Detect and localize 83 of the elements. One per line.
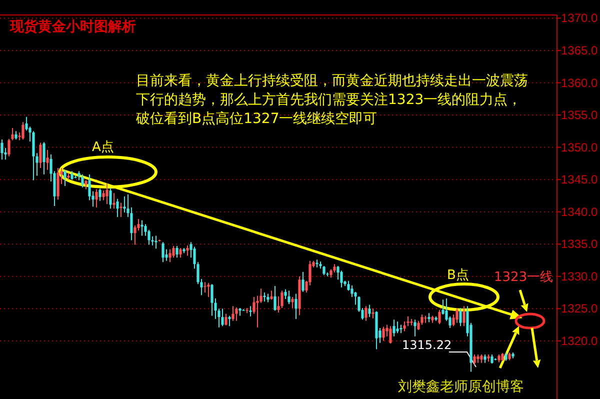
y-tick-label: 1365.0 bbox=[561, 43, 598, 58]
y-tick-label: 1355.0 bbox=[561, 108, 598, 122]
candlestick bbox=[172, 246, 175, 258]
y-tick-label: 1360.0 bbox=[561, 76, 598, 90]
y-tick-label: 1320.0 bbox=[561, 334, 598, 348]
chart-title: 现货黄金小时图解析 bbox=[9, 19, 136, 35]
candlestick bbox=[84, 180, 88, 190]
y-tick-label: 1340.0 bbox=[561, 204, 598, 219]
candlestick bbox=[224, 313, 228, 326]
candlestick bbox=[368, 304, 371, 318]
candlestick bbox=[270, 290, 273, 300]
candlestick bbox=[322, 266, 326, 276]
annotation: 1323一线 bbox=[494, 270, 554, 285]
candlestick bbox=[280, 290, 284, 308]
annotation: 目前来看，黄金上行持续受阻，而黄金近期也持续走出一波震荡下行的趋势，那么上方首先我们需要关注1323一线的阻力点，破位看到B点高位1327一线继续空即可 bbox=[136, 72, 529, 129]
candlestick bbox=[39, 142, 42, 168]
candlestick bbox=[462, 306, 466, 327]
annotation: 1315.22 bbox=[402, 338, 452, 352]
candlestick bbox=[249, 306, 252, 317]
candlestick bbox=[406, 316, 410, 327]
y-tick-label: 1345.0 bbox=[561, 172, 598, 187]
y-tick-label: 1325.0 bbox=[561, 302, 598, 316]
candlestick bbox=[176, 246, 178, 258]
y-tick-label: 1330.0 bbox=[561, 269, 598, 284]
candlestick bbox=[302, 271, 304, 292]
candlestick bbox=[56, 167, 60, 200]
candlestick bbox=[424, 315, 427, 324]
candlestick bbox=[364, 306, 368, 322]
candlestick bbox=[459, 308, 462, 327]
candlestick bbox=[95, 188, 98, 208]
candlestick bbox=[288, 290, 290, 305]
candlestick bbox=[81, 174, 84, 188]
annotation: B点 bbox=[447, 268, 469, 283]
candlestick bbox=[235, 306, 238, 322]
candlestick bbox=[389, 326, 392, 344]
candlestick bbox=[154, 235, 158, 250]
candlestick bbox=[46, 149, 49, 170]
candlestick bbox=[392, 319, 396, 337]
candlestick bbox=[382, 326, 385, 342]
y-tick-label: 1335.0 bbox=[561, 237, 598, 252]
candlestick bbox=[112, 192, 116, 210]
candlestick bbox=[428, 312, 430, 323]
candlestick bbox=[456, 308, 458, 324]
candlestick bbox=[291, 296, 294, 308]
candlestick bbox=[109, 187, 112, 210]
candlestick bbox=[8, 138, 10, 157]
candlestick bbox=[316, 259, 318, 268]
candlestick bbox=[64, 169, 66, 187]
candlestick bbox=[473, 354, 476, 366]
candlestick bbox=[116, 198, 119, 218]
annotation: A点 bbox=[92, 140, 114, 155]
candlestick bbox=[123, 196, 126, 213]
candlestick bbox=[11, 127, 14, 141]
candlestick bbox=[162, 242, 164, 263]
y-tick-label: 1350.0 bbox=[561, 140, 598, 154]
candlestick bbox=[263, 292, 266, 302]
candlestick bbox=[396, 321, 399, 334]
candlestick bbox=[168, 248, 172, 263]
candlestick bbox=[22, 122, 24, 140]
candlestick bbox=[210, 284, 214, 316]
candlestick bbox=[340, 270, 343, 288]
candlestick bbox=[294, 293, 298, 320]
candlestick bbox=[106, 182, 108, 205]
candlestick bbox=[372, 308, 374, 319]
candlestick bbox=[42, 142, 46, 175]
candlestick bbox=[490, 354, 494, 364]
y-tick-label: 1370.0 bbox=[561, 11, 598, 26]
candlestick bbox=[414, 319, 416, 337]
candlestick bbox=[140, 220, 144, 236]
candlestick bbox=[32, 130, 35, 181]
candlestick bbox=[228, 315, 231, 327]
candlestick bbox=[179, 247, 182, 258]
candlestick bbox=[232, 306, 234, 322]
candlestick bbox=[274, 286, 276, 312]
candlestick bbox=[221, 308, 224, 327]
candlestick bbox=[98, 188, 102, 202]
candlestick bbox=[207, 282, 210, 298]
candlestick bbox=[438, 309, 441, 325]
candlestick bbox=[0, 139, 4, 160]
annotation: 刘樊鑫老师原创博客 bbox=[398, 379, 524, 395]
candlestick bbox=[186, 244, 189, 256]
candlestick bbox=[120, 202, 122, 218]
candlestick bbox=[204, 282, 206, 294]
